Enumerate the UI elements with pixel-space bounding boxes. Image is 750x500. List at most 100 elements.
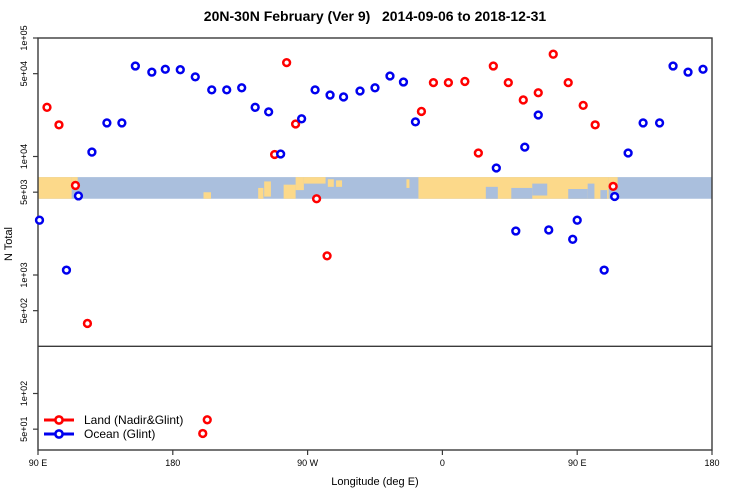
map-band-land [38, 177, 72, 199]
map-band-sea [600, 190, 608, 199]
x-axis-title: Longitude (deg E) [331, 476, 419, 488]
map-band-sea [511, 187, 533, 199]
data-point-ocean [275, 149, 286, 159]
map-band-sea [568, 189, 588, 199]
data-point-land [311, 194, 322, 204]
data-point-land [518, 95, 528, 105]
data-point-land [54, 120, 64, 130]
y-tick-label: 1e+04 [19, 144, 29, 169]
data-point-land [281, 57, 292, 68]
data-point-land [608, 181, 618, 191]
data-point-ocean [654, 118, 665, 128]
map-band-land [283, 184, 296, 199]
plot-box [37, 37, 713, 451]
y-axis-title: N Total [3, 226, 15, 262]
data-point-land [578, 100, 588, 111]
y-tick-label: 5e+02 [19, 298, 29, 323]
data-point-ocean [698, 64, 708, 74]
legend-marker-icon [54, 415, 64, 425]
map-band-land [303, 177, 326, 184]
data-point-ocean [296, 114, 307, 124]
data-point-ocean [355, 86, 365, 96]
data-point-land [443, 77, 454, 88]
data-point-land [70, 180, 81, 191]
data-point-land [290, 119, 301, 129]
data-point-land [416, 106, 427, 117]
data-point-ocean [264, 107, 274, 117]
legend-label: Land (Nadir&Glint) [84, 413, 183, 427]
data-point-land [82, 318, 93, 329]
data-point-ocean [398, 77, 409, 87]
data-point-land [42, 102, 52, 112]
x-tick-label: 180 [165, 458, 180, 468]
y-tick-label: 5e+01 [19, 417, 29, 442]
data-point-ocean [310, 85, 320, 95]
data-point-ocean [130, 61, 141, 71]
x-tick-label: 0 [440, 458, 445, 468]
y-tick-label: 1e+02 [19, 381, 29, 406]
map-band-land [336, 180, 343, 187]
map-band-land [608, 177, 618, 185]
data-point-ocean [237, 83, 247, 93]
data-point-land [473, 148, 483, 158]
data-point-ocean [207, 85, 217, 95]
x-tick-label: 90 E [568, 458, 587, 468]
data-point-ocean [87, 147, 97, 157]
data-point-land [488, 61, 498, 71]
data-point-ocean [250, 102, 260, 112]
y-tick-label: 1e+05 [19, 25, 29, 50]
data-point-ocean [599, 265, 609, 275]
x-tick-label: 90 E [29, 458, 48, 468]
y-tick-label: 5e+03 [19, 180, 29, 205]
data-point-ocean [668, 61, 678, 71]
y-tick-label: 5e+04 [19, 61, 29, 86]
legend-label: Ocean (Glint) [84, 427, 155, 441]
legend-marker-icon [54, 429, 64, 439]
y-tick-label: 1e+03 [19, 262, 29, 287]
data-point-ocean [544, 225, 554, 235]
map-band-sea [532, 183, 548, 196]
map-band-land [327, 179, 334, 187]
data-point-land [590, 120, 600, 130]
data-point-ocean [683, 67, 693, 77]
data-point-ocean [147, 67, 157, 77]
map-band-land [258, 187, 264, 199]
data-point-ocean [385, 71, 395, 81]
x-tick-label: 90 W [297, 458, 319, 468]
data-point-ocean [338, 92, 349, 102]
data-point-ocean [491, 163, 501, 173]
data-point-ocean [410, 117, 421, 127]
data-point-ocean [175, 65, 185, 75]
map-band-land [264, 181, 271, 197]
data-point-ocean [102, 118, 112, 128]
map-band-land [295, 177, 304, 191]
data-point-ocean [325, 90, 335, 100]
map-band-land [203, 192, 211, 199]
data-point-land [460, 76, 470, 87]
data-point-land [533, 88, 543, 98]
data-point-ocean [190, 72, 200, 82]
data-point-land [322, 251, 332, 261]
data-point-ocean [222, 85, 232, 95]
data-point-land [202, 415, 212, 425]
data-point-ocean [638, 118, 648, 128]
data-point-ocean [533, 110, 543, 120]
data-point-ocean [117, 118, 127, 128]
data-point-ocean [568, 234, 578, 244]
data-point-ocean [572, 215, 582, 225]
data-point-land [198, 428, 208, 439]
data-point-ocean [370, 83, 380, 93]
data-point-ocean [73, 191, 84, 201]
data-point-land [548, 49, 558, 59]
data-point-land [563, 77, 573, 88]
x-tick-label: 180 [704, 458, 719, 468]
data-point-ocean [623, 148, 633, 158]
data-point-land [503, 77, 513, 88]
data-point-land [428, 77, 439, 88]
data-point-ocean [160, 64, 170, 74]
map-band-sea [587, 183, 595, 199]
data-point-ocean [609, 191, 620, 202]
map-band-sea [485, 186, 498, 199]
